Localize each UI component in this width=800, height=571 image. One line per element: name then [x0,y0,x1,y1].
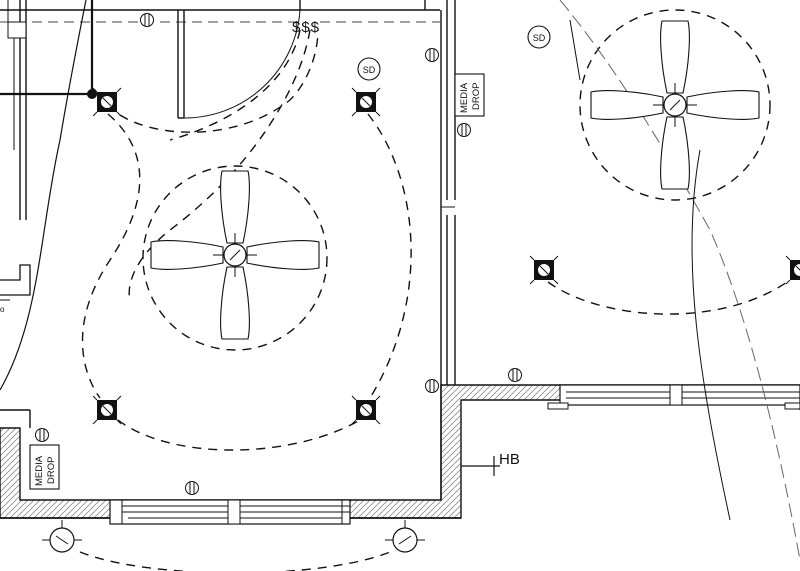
smoke-detector: SD [527,25,551,49]
recessed-light [351,395,381,425]
window-bottom [109,499,351,525]
svg-text:o: o [0,305,5,314]
media-drop-label: MEDIA [34,455,45,486]
smoke-detector-label: SD [363,65,376,75]
recessed-light [785,255,800,285]
ceiling-fan-main [150,170,320,340]
wall-light [385,520,425,553]
hose-bib: HB [461,451,520,476]
circuits [81,0,800,561]
media-drop-right: MEDIA DROP [454,73,485,117]
window-right [547,384,800,410]
switch-label: $$$ [292,19,320,36]
recessed-light [529,255,559,285]
duplex-outlet [35,428,49,442]
wall-light [42,520,82,553]
ceiling-fan-right [590,20,760,190]
hose-bib-label: HB [499,451,520,468]
duplex-outlet [425,379,439,393]
duplex-outlet [457,123,471,137]
recessed-light [92,87,122,117]
duplex-outlet [140,13,154,27]
media-drop-label: MEDIA [459,82,470,113]
smoke-detector-label: SD [533,33,546,43]
media-drop-left: MEDIA DROP [29,444,60,490]
recessed-light [351,87,381,117]
duplex-outlet [508,368,522,382]
media-drop-label: DROP [471,83,482,110]
duplex-outlet [185,481,199,495]
recessed-light [92,395,122,425]
duplex-outlet [425,48,439,62]
smoke-detector: SD [357,57,381,81]
wiring [0,0,100,391]
walls: o [0,0,800,525]
media-drop-label: DROP [46,457,57,484]
